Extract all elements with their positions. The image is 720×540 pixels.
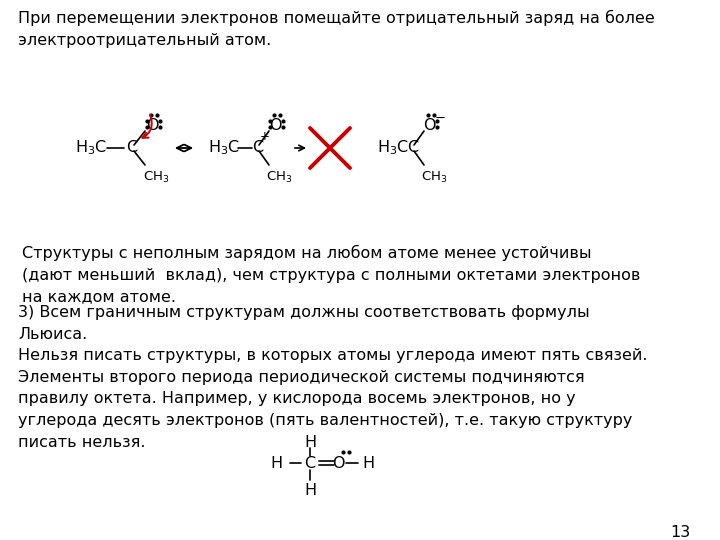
Text: O: O: [332, 456, 344, 470]
Text: O: O: [423, 118, 436, 133]
Text: H$_3$C: H$_3$C: [377, 139, 409, 157]
Text: 13: 13: [670, 525, 690, 540]
Text: C: C: [305, 456, 315, 470]
Text: O: O: [269, 118, 282, 133]
Text: C: C: [252, 140, 263, 156]
Text: CH$_3$: CH$_3$: [266, 170, 292, 185]
Text: 3) Всем граничным структурам должны соответствовать формулы
Льюиса.
Нельзя писат: 3) Всем граничным структурам должны соот…: [18, 305, 647, 450]
Text: Структуры с неполным зарядом на любом атоме менее устойчивы
(дают меньший  вклад: Структуры с неполным зарядом на любом ат…: [22, 245, 640, 305]
Text: C: C: [126, 140, 137, 156]
Text: CH$_3$: CH$_3$: [421, 170, 447, 185]
Text: H$_3$C: H$_3$C: [208, 139, 240, 157]
Text: H: H: [362, 456, 374, 470]
Text: CH$_3$: CH$_3$: [143, 170, 169, 185]
Text: H: H: [304, 435, 316, 450]
Text: −: −: [435, 111, 446, 125]
Text: H: H: [304, 483, 316, 498]
Text: H$_3$C: H$_3$C: [75, 139, 107, 157]
Text: O: O: [146, 118, 158, 133]
Text: +: +: [260, 130, 270, 143]
Text: C: C: [407, 140, 418, 156]
Text: H: H: [270, 456, 282, 470]
Text: При перемещении электронов помещайте отрицательный заряд на более
электроотрицат: При перемещении электронов помещайте отр…: [18, 10, 654, 48]
